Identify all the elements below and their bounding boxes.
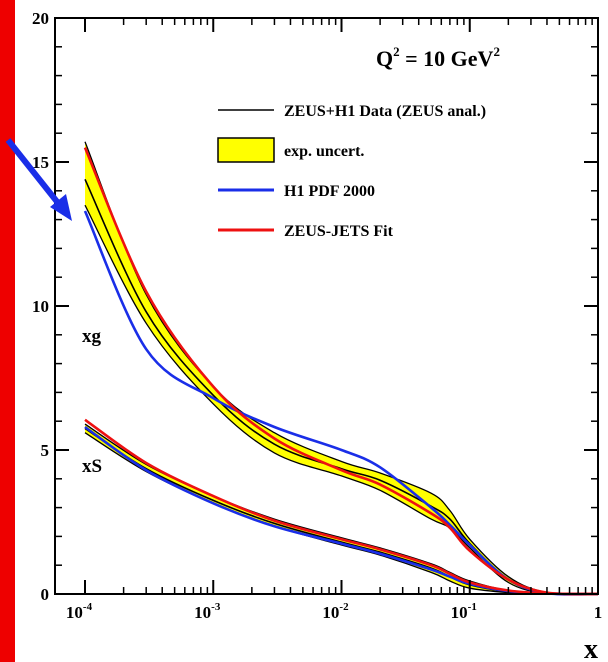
left-red-bar <box>0 0 15 662</box>
x-tick-label: 10-4 <box>66 601 93 622</box>
y-tick-label: 10 <box>32 297 49 316</box>
xs-zeus-jets-fit-line <box>84 418 599 596</box>
chart-title: Q2 = 10 GeV2 <box>376 44 500 71</box>
series-lines <box>83 141 599 596</box>
xg-h1-pdf-2000-line <box>83 210 599 596</box>
xs-exp-uncert-lower-line <box>84 432 599 595</box>
title-gev-exp: 2 <box>493 44 500 59</box>
blue-arrow <box>5 138 72 221</box>
legend: ZEUS+H1 Data (ZEUS anal.) exp. uncert. H1 … <box>217 103 486 240</box>
x-tick-label: 10-3 <box>194 601 221 622</box>
y-tick-label: 15 <box>32 153 49 172</box>
y-tick-label: 20 <box>32 9 49 28</box>
x-tick-label: 1 <box>594 603 603 622</box>
xg-zeus-jets-fit-line <box>83 147 599 596</box>
xs-zeus-h1-data-zeus-anal-line <box>84 427 599 595</box>
xg-exp-uncert-lower-line <box>84 204 599 596</box>
x-tick-label: 10-1 <box>451 601 477 622</box>
axis-tick-labels: 0 5 10 15 20 10-4 10-3 10-2 10-1 1 <box>32 9 602 622</box>
xg-zeus-h1-data-zeus-anal-line <box>84 178 599 596</box>
legend-swatch-exp-uncert <box>217 137 275 163</box>
y-tick-label: 0 <box>41 585 50 604</box>
annotation-xs: xS <box>82 456 102 477</box>
arrow-shaft <box>5 138 65 210</box>
x-axis-label: x <box>584 634 598 662</box>
xs-h1-pdf-2000-line <box>84 425 599 596</box>
title-mid: = 10 GeV <box>400 46 494 71</box>
legend-label-exp-uncert: exp. uncert. <box>284 143 364 160</box>
legend-label-h1-pdf-2000: H1 PDF 2000 <box>284 183 375 200</box>
title-q: Q <box>376 46 393 71</box>
y-tick-label: 5 <box>41 441 50 460</box>
plot-area <box>83 141 599 596</box>
legend-label-zeus-jets-fit: ZEUS-JETS Fit <box>284 223 394 240</box>
title-q-exp: 2 <box>393 44 400 59</box>
arrow-head <box>50 194 72 221</box>
axis-ticks <box>55 17 599 595</box>
legend-label-zeus-h1-data-zeus-anal: ZEUS+H1 Data (ZEUS anal.) <box>284 103 486 120</box>
annotation-xg: xg <box>82 326 102 347</box>
xg-exp-uncert-upper-line <box>84 141 599 595</box>
x-tick-label: 10-2 <box>322 601 349 622</box>
